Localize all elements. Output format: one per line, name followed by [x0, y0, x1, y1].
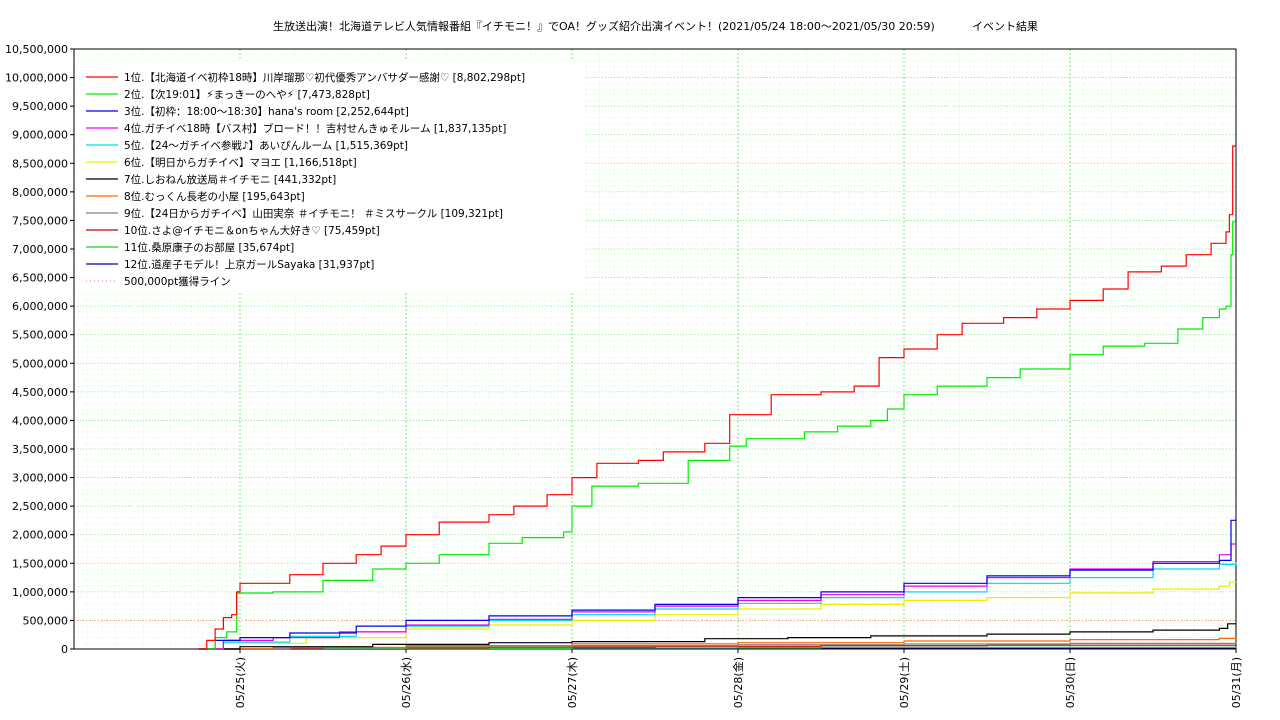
legend-label: 500,000pt獲得ライン: [124, 275, 231, 288]
x-tick-label: 05/25(火): [234, 657, 247, 708]
series-line: [198, 519, 1236, 650]
y-tick-label: 0: [61, 643, 68, 656]
legend-label: 8位.むっくん長老の小屋 [195,643pt]: [124, 190, 305, 203]
x-tick-label: 05/30(日): [1064, 657, 1077, 708]
series-lines: [198, 145, 1237, 650]
legend-label: 5位.【24〜ガチイベ参戦♪】あいぴんルーム [1,515,369pt]: [124, 139, 408, 152]
legend-label: 11位.桑原康子のお部屋 [35,674pt]: [124, 241, 294, 254]
x-tick-label: 05/28(金): [731, 657, 745, 708]
y-tick-label: 7,000,000: [12, 243, 68, 256]
legend-label: 3位.【初枠：18:00〜18:30】hana's room [2,252,64…: [124, 105, 409, 118]
legend-label: 1位.【北海道イベ初枠18時】川岸瑠那♡初代優秀アンバサダー感謝♡ [8,802…: [124, 71, 525, 84]
y-tick-label: 2,000,000: [12, 529, 68, 542]
series-line: [198, 581, 1236, 650]
y-tick-label: 500,000: [23, 614, 69, 627]
y-tick-label: 7,500,000: [12, 214, 68, 227]
y-tick-label: 5,000,000: [12, 357, 68, 370]
grid-lines: [74, 49, 1237, 649]
y-tick-label: 8,000,000: [12, 186, 68, 199]
legend-label: 6位.【明日からガチイベ】マヨエ [1,166,518pt]: [124, 156, 357, 169]
series-line: [198, 642, 1237, 650]
legend-label: 7位.しおねん放送局＃イチモニ [441,332pt]: [124, 173, 336, 186]
y-tick-label: 3,000,000: [12, 472, 68, 485]
y-tick-label: 9,500,000: [12, 100, 68, 113]
y-tick-label: 6,500,000: [12, 272, 68, 285]
y-tick-label: 8,500,000: [12, 157, 68, 170]
legend-label: 12位.道産子モデル！上京ガールSayaka [31,937pt]: [124, 258, 374, 271]
y-tick-label: 4,500,000: [12, 386, 68, 399]
legend-box: [75, 61, 585, 293]
legend: 1位.【北海道イベ初枠18時】川岸瑠那♡初代優秀アンバサダー感謝♡ [8,802…: [75, 61, 585, 293]
legend-label: 10位.さよ@イチモニ＆onちゃん大好き♡ [75,459pt]: [124, 224, 380, 237]
legend-label: 4位.ガチイベ18時【バス村】ブロード！！吉村せんきゅそルーム [1,837,1…: [124, 122, 506, 135]
y-tick-label: 5,500,000: [12, 329, 68, 342]
series-line: [198, 623, 1236, 650]
y-tick-label: 4,000,000: [12, 414, 68, 427]
y-tick-label: 10,500,000: [5, 43, 68, 56]
y-tick-label: 6,000,000: [12, 300, 68, 313]
series-line: [198, 562, 1237, 650]
y-tick-label: 9,000,000: [12, 129, 68, 142]
chart-title: 生放送出演！北海道テレビ人気情報番組『イチモニ！』でOA！グッズ紹介出演イベント…: [273, 19, 935, 33]
x-axis-ticks: 05/25(火) 05/26(水) 05/27(木) 05/28(金) 05/29(土)…: [234, 649, 1243, 708]
chart-title-suffix: イベント結果: [972, 19, 1038, 33]
y-tick-label: 1,500,000: [12, 557, 68, 570]
x-tick-label: 05/27(木): [566, 657, 579, 708]
series-line: [198, 221, 1236, 650]
y-tick-label: 3,500,000: [12, 443, 68, 456]
y-axis-ticks: 0 500,000 1,000,000 1,500,000 2,000,000 2,500…: [5, 43, 74, 656]
y-tick-label: 2,500,000: [12, 500, 68, 513]
x-tick-label: 05/26(水): [400, 657, 413, 708]
y-tick-label: 10,000,000: [5, 72, 68, 85]
legend-label: 2位.【次19:01】⚡まっきーのへや⚡ [7,473,828pt]: [124, 88, 370, 101]
y-tick-label: 1,000,000: [12, 586, 68, 599]
x-tick-label: 05/29(土): [898, 657, 911, 708]
x-tick-label: 05/31(月): [1230, 657, 1243, 708]
legend-label: 9位.【24日からガチイベ】山田実奈 ＃イチモニ！ ＃ミスサークル [109,3…: [124, 207, 503, 220]
series-line: [198, 145, 1237, 650]
